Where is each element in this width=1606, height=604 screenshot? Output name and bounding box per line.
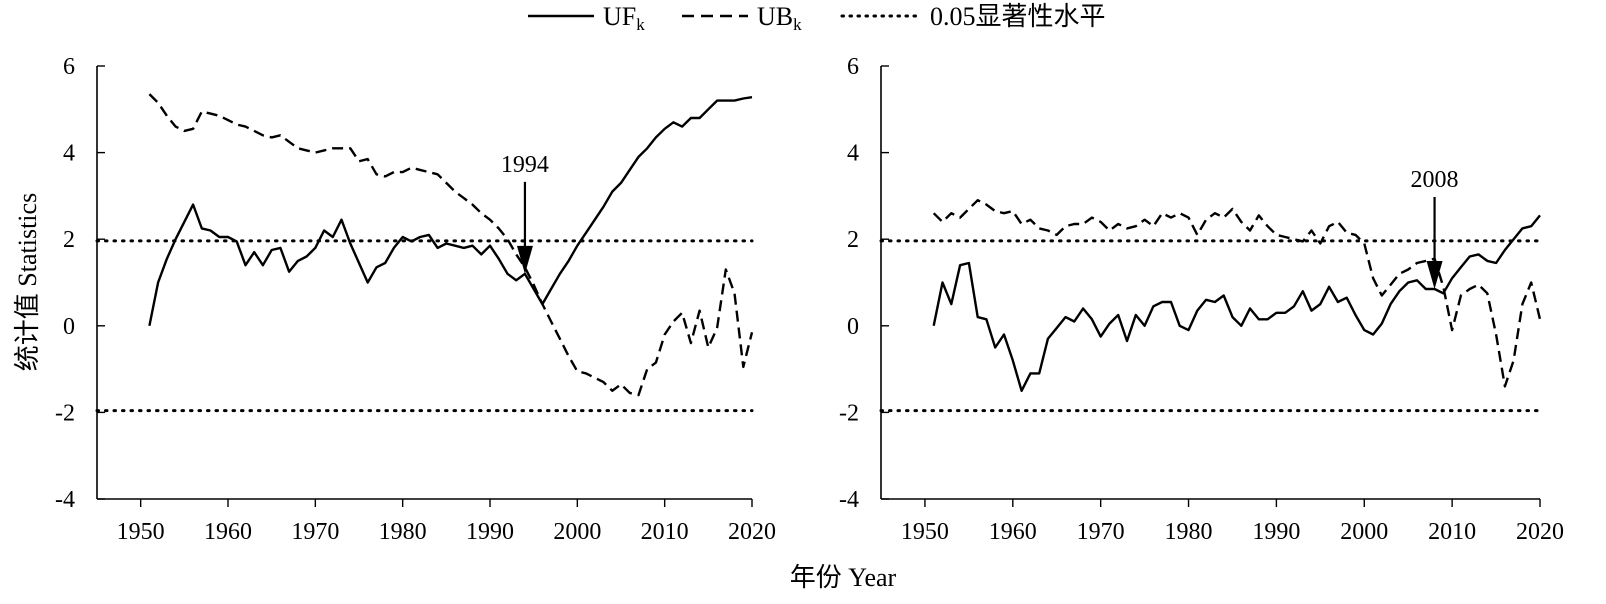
left-annotation-arrow-head	[516, 245, 533, 274]
left-x-tick-label: 1960	[204, 519, 252, 545]
left-x-tick-label: 1980	[379, 519, 427, 545]
left-x-tick-label: 1950	[117, 519, 165, 545]
left-x-tick-label: 2010	[641, 519, 689, 545]
right-x-tick-label: 1950	[901, 519, 949, 545]
right-series-ub	[932, 198, 1542, 388]
left-x-tick-label: 2000	[553, 519, 601, 545]
left-series-uf	[148, 96, 753, 327]
right-x-tick-label: 2010	[1428, 519, 1476, 545]
right-x-tick-label: 2000	[1340, 519, 1388, 545]
chart-right: -4 -2 0 2 4 6 1950 1960 1970 1980 1990 2000 2010 2020…	[839, 54, 1564, 545]
left-series-ub	[148, 93, 754, 397]
left-y-tick-label: 0	[63, 314, 75, 340]
legend-ub-subscript: k	[793, 15, 802, 34]
right-x-tick-label: 1980	[1165, 519, 1213, 545]
legend: UFk UBk 0.05显著性水平	[528, 2, 1106, 34]
left-y-tick-label: -2	[55, 400, 75, 426]
left-x-tick-label: 2020	[728, 519, 776, 545]
right-y-tick-label: 2	[847, 227, 859, 253]
right-x-tick-label: 1970	[1077, 519, 1125, 545]
left-y-tick-label: 4	[63, 141, 75, 167]
left-y-tick-label: 2	[63, 227, 75, 253]
right-y-tick-label: 0	[847, 314, 859, 340]
right-annotation-arrow-head	[1426, 260, 1443, 289]
right-x-tick-label: 2020	[1516, 519, 1564, 545]
left-y-tick-label: 6	[63, 54, 75, 80]
legend-uf-label: UFk	[603, 2, 645, 34]
left-y-tick-label: -4	[55, 487, 75, 513]
legend-threshold-label: 0.05显著性水平	[930, 2, 1106, 31]
right-y-tick-label: -4	[839, 487, 859, 513]
left-annotation-label: 1994	[501, 152, 549, 178]
legend-uf-subscript: k	[636, 15, 645, 34]
right-series-uf	[932, 214, 1541, 392]
right-x-tick-label: 1990	[1252, 519, 1300, 545]
right-annotation-label: 2008	[1411, 167, 1459, 193]
right-y-tick-label: -2	[839, 400, 859, 426]
y-axis-title: 统计值 Statistics	[13, 193, 42, 371]
right-y-tick-label: 6	[847, 54, 859, 80]
x-axis-title: 年份 Year	[790, 563, 897, 592]
right-y-tick-label: 4	[847, 141, 859, 167]
left-x-tick-label: 1990	[466, 519, 514, 545]
chart-left: -4 -2 0 2 4 6 1950 1960 1970 1980 1990 2000 2010 2020…	[55, 54, 776, 545]
legend-ub-label: UBk	[757, 2, 802, 34]
left-x-tick-label: 1970	[291, 519, 339, 545]
right-x-tick-label: 1960	[989, 519, 1037, 545]
